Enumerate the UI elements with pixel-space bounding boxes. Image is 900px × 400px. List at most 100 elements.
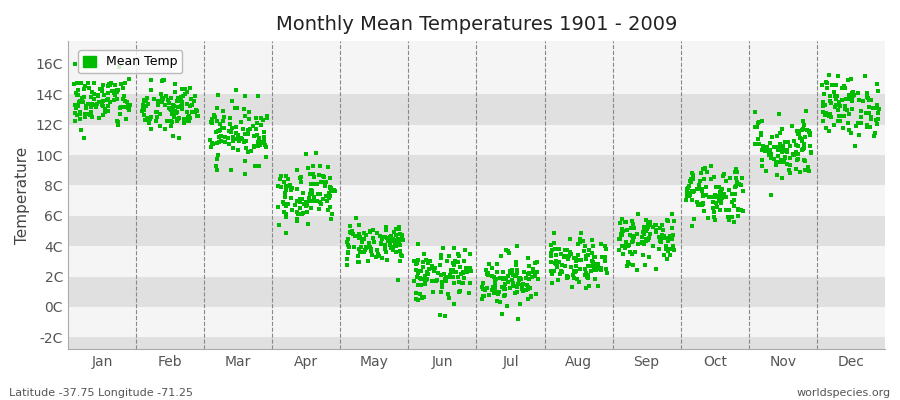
Point: [788, 142, 803, 148]
Point: [731, 206, 745, 213]
Point: [475, 284, 490, 290]
Point: [228, 136, 242, 142]
Point: [320, 207, 335, 213]
Point: [107, 97, 122, 103]
Point: [323, 204, 338, 210]
Point: [778, 153, 792, 160]
Point: [211, 128, 225, 134]
Point: [496, 276, 510, 282]
Point: [643, 218, 657, 225]
Point: [446, 260, 460, 266]
Point: [378, 227, 392, 234]
Point: [580, 275, 595, 281]
Point: [444, 268, 458, 274]
Point: [518, 287, 533, 293]
Point: [210, 140, 224, 146]
Point: [686, 176, 700, 182]
Point: [662, 236, 676, 243]
Point: [775, 126, 789, 132]
Point: [482, 261, 496, 268]
Point: [842, 96, 856, 103]
Point: [284, 185, 299, 191]
Point: [392, 224, 407, 230]
Point: [508, 282, 522, 289]
Point: [442, 295, 456, 301]
Point: [395, 253, 410, 260]
Point: [544, 242, 558, 248]
Point: [860, 110, 874, 116]
Point: [236, 126, 250, 132]
Point: [618, 241, 633, 248]
Point: [356, 236, 370, 243]
Point: [435, 279, 449, 286]
Point: [755, 146, 770, 153]
Point: [319, 192, 333, 199]
Point: [112, 64, 126, 70]
Point: [626, 233, 641, 239]
Point: [681, 193, 696, 199]
Point: [793, 135, 807, 141]
Point: [818, 79, 832, 85]
Point: [476, 293, 491, 299]
Point: [626, 262, 640, 268]
Point: [166, 102, 181, 109]
Point: [779, 147, 794, 153]
Point: [661, 218, 675, 224]
Point: [451, 250, 465, 257]
Point: [70, 103, 85, 110]
Point: [638, 217, 652, 223]
Point: [101, 83, 115, 89]
Point: [374, 255, 389, 262]
Point: [598, 242, 612, 249]
Point: [641, 220, 655, 227]
Point: [105, 88, 120, 94]
Point: [414, 276, 428, 282]
Point: [184, 114, 198, 121]
Point: [304, 191, 319, 198]
Point: [586, 242, 600, 249]
Point: [713, 198, 727, 204]
Point: [730, 169, 744, 175]
Point: [453, 263, 467, 270]
Point: [327, 187, 341, 194]
Point: [313, 200, 328, 207]
Point: [634, 240, 649, 246]
Point: [212, 121, 227, 127]
Point: [293, 175, 308, 181]
Point: [257, 141, 272, 148]
Point: [463, 265, 477, 271]
Point: [230, 130, 244, 136]
Point: [698, 208, 712, 214]
Point: [505, 268, 519, 274]
Point: [243, 126, 257, 132]
Point: [410, 257, 425, 264]
Point: [392, 230, 407, 237]
Point: [626, 232, 640, 239]
Point: [383, 235, 398, 241]
Point: [190, 108, 204, 115]
Point: [152, 123, 166, 130]
Point: [554, 262, 569, 268]
Point: [577, 248, 591, 254]
Point: [452, 278, 466, 285]
Point: [748, 124, 762, 130]
Point: [588, 276, 602, 282]
Point: [102, 80, 116, 87]
Point: [655, 235, 670, 242]
Point: [571, 240, 585, 247]
Point: [511, 277, 526, 284]
Point: [86, 91, 101, 98]
Point: [176, 86, 190, 92]
Point: [516, 288, 530, 294]
Point: [169, 109, 184, 116]
Point: [452, 289, 466, 296]
Point: [410, 297, 425, 304]
Point: [211, 156, 225, 162]
Point: [354, 244, 368, 250]
Point: [79, 105, 94, 111]
Point: [724, 191, 739, 198]
Point: [137, 106, 151, 113]
Point: [291, 209, 305, 216]
Point: [210, 167, 224, 174]
Point: [307, 174, 321, 180]
